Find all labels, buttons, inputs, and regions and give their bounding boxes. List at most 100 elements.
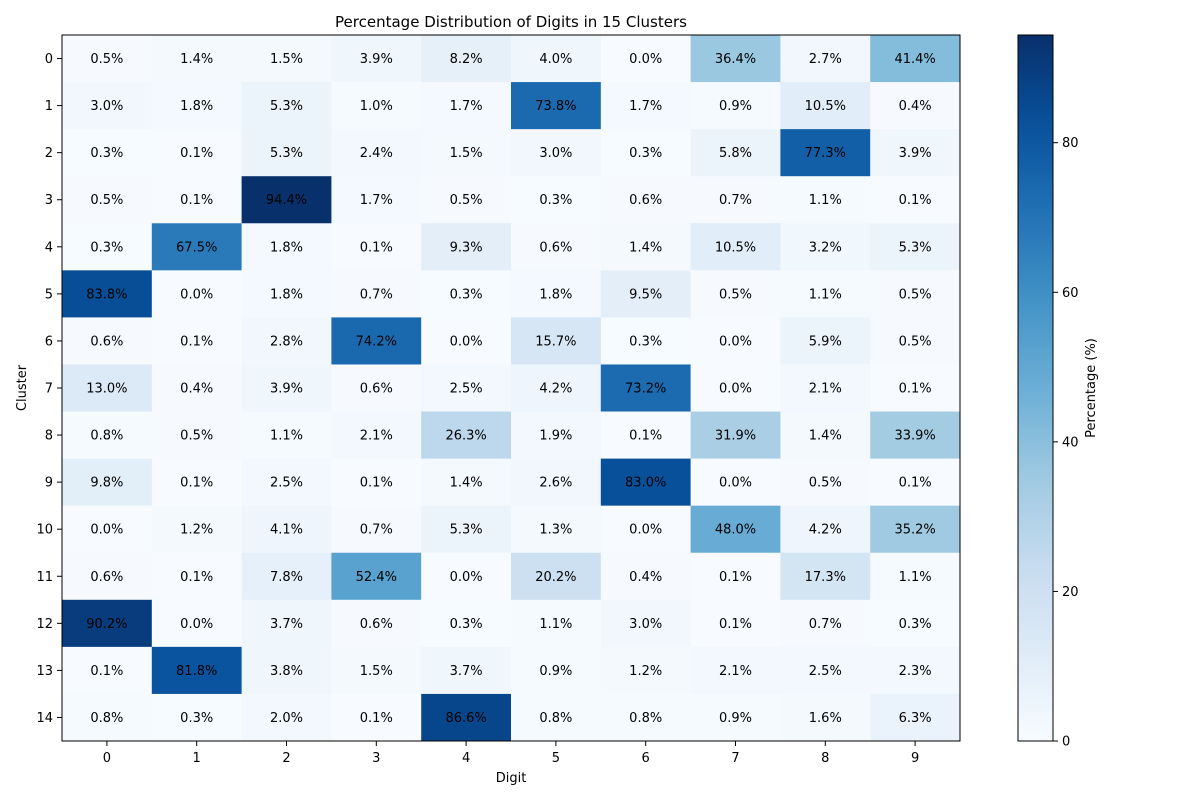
heatmap-cell — [151, 317, 243, 365]
heatmap-cell — [870, 411, 961, 460]
heatmap-cell — [241, 270, 332, 318]
heatmap-cell — [870, 270, 961, 318]
cell-value-label: 0.9% — [719, 711, 752, 726]
heatmap-cell — [600, 82, 692, 130]
heatmap-cell — [511, 646, 602, 695]
heatmap-cell — [600, 270, 692, 318]
heatmap-cell — [62, 364, 153, 413]
heatmap-cell — [151, 646, 243, 695]
cell-value-label: 5.3% — [270, 146, 303, 161]
cell-value-label: 0.0% — [180, 287, 213, 302]
cell-value-label: 90.2% — [86, 617, 127, 632]
heatmap-cell — [241, 35, 332, 83]
cell-value-label: 1.1% — [270, 429, 303, 444]
cell-value-label: 2.1% — [719, 664, 752, 679]
cell-value-label: 0.1% — [899, 193, 932, 208]
cell-value-label: 5.8% — [719, 146, 752, 161]
heatmap-cell — [421, 411, 512, 460]
cell-value-label: 4.2% — [809, 523, 842, 538]
heatmap-cell — [151, 82, 243, 130]
heatmap-cell — [331, 364, 422, 413]
cell-value-label: 0.1% — [899, 382, 932, 397]
cell-value-label: 0.1% — [180, 146, 213, 161]
cell-value-label: 3.7% — [270, 617, 303, 632]
heatmap-cell — [241, 176, 332, 224]
cell-value-label: 2.8% — [270, 334, 303, 349]
heatmap-cell — [780, 317, 871, 365]
heatmap-cell — [241, 223, 332, 271]
heatmap-cell — [690, 646, 781, 695]
heatmap-cell — [151, 364, 243, 413]
cell-value-label: 8.2% — [450, 52, 483, 67]
heatmap-cell — [600, 552, 692, 601]
cell-value-label: 1.9% — [539, 429, 572, 444]
cell-value-label: 3.0% — [629, 617, 662, 632]
cell-value-label: 0.3% — [180, 711, 213, 726]
cell-value-label: 1.2% — [180, 523, 213, 538]
cell-value-label: 1.7% — [450, 99, 483, 114]
colorbar — [1017, 34, 1054, 742]
heatmap-cell — [600, 505, 692, 554]
heatmap-cell — [421, 129, 512, 177]
cell-value-label: 3.9% — [899, 146, 932, 161]
heatmap-cell — [600, 458, 692, 507]
x-tick-label: 8 — [821, 751, 829, 766]
x-tick-label: 6 — [642, 751, 650, 766]
cell-value-label: 1.4% — [809, 429, 842, 444]
x-tick-label: 7 — [731, 751, 739, 766]
x-axis-label: Digit — [496, 771, 527, 786]
heatmap-cell — [511, 599, 602, 648]
cell-value-label: 0.4% — [899, 99, 932, 114]
cell-value-label: 0.1% — [180, 334, 213, 349]
heatmap-cell — [421, 176, 512, 224]
heatmap-cell — [600, 317, 692, 365]
cell-value-label: 5.3% — [899, 240, 932, 255]
heatmap-cell — [151, 552, 243, 601]
heatmap-cell — [870, 129, 961, 177]
heatmap-cell — [331, 646, 422, 695]
heatmap-cell — [62, 223, 153, 271]
heatmap-cell — [690, 599, 781, 648]
heatmap-cell — [241, 364, 332, 413]
heatmap-cell — [600, 35, 692, 83]
heatmap-cell — [511, 223, 602, 271]
heatmap-cell — [62, 270, 153, 318]
y-tick-label: 9 — [45, 476, 53, 491]
heatmap-cell — [421, 599, 512, 648]
colorbar-tick-label: 40 — [1062, 435, 1079, 450]
cell-value-label: 2.5% — [270, 476, 303, 491]
heatmap-cell — [241, 599, 332, 648]
heatmap-cell — [870, 317, 961, 365]
cell-value-label: 0.3% — [450, 287, 483, 302]
heatmap-cell — [690, 552, 781, 601]
x-tick-label: 5 — [552, 751, 560, 766]
cell-value-label: 1.7% — [629, 99, 662, 114]
heatmap-cell — [151, 35, 243, 83]
cell-value-label: 1.1% — [809, 287, 842, 302]
cell-value-label: 36.4% — [715, 52, 756, 67]
cell-value-label: 10.5% — [805, 99, 846, 114]
heatmap-cell — [511, 35, 602, 83]
x-tick-label: 1 — [193, 751, 201, 766]
heatmap-cell — [690, 411, 781, 460]
heatmap-cell — [780, 505, 871, 554]
cell-value-label: 1.6% — [809, 711, 842, 726]
cell-value-label: 52.4% — [356, 570, 397, 585]
y-tick-label: 6 — [45, 334, 53, 349]
cell-value-label: 77.3% — [805, 146, 846, 161]
cell-value-label: 3.2% — [809, 240, 842, 255]
cell-value-label: 83.8% — [86, 287, 127, 302]
heatmap-cell — [421, 505, 512, 554]
cell-value-label: 0.8% — [539, 711, 572, 726]
cell-value-label: 20.2% — [535, 570, 576, 585]
heatmap-cell — [511, 364, 602, 413]
y-tick-label: 4 — [45, 240, 53, 255]
heatmap-cell — [690, 458, 781, 507]
heatmap-cell — [421, 693, 512, 742]
cell-value-label: 0.1% — [719, 617, 752, 632]
heatmap-cell — [690, 270, 781, 318]
cell-value-label: 4.2% — [539, 382, 572, 397]
heatmap-cell — [151, 505, 243, 554]
cell-value-label: 2.7% — [809, 52, 842, 67]
